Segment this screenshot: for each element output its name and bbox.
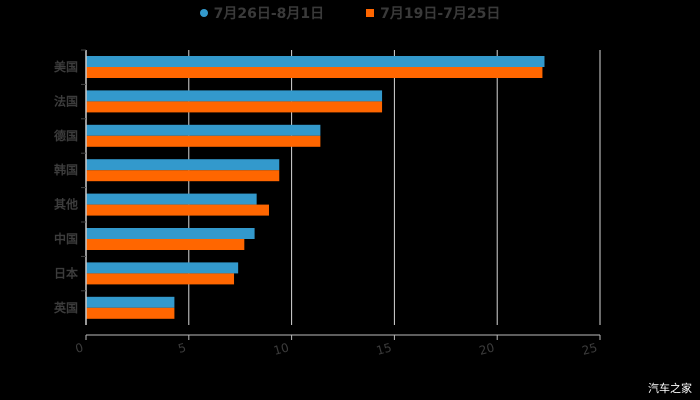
category-label: 日本 <box>54 265 78 280</box>
watermark: 汽车之家 <box>648 382 692 395</box>
bar[interactable] <box>86 124 321 136</box>
bar[interactable] <box>86 159 280 171</box>
tick-label: 20 <box>478 340 496 357</box>
circle-marker-icon <box>199 9 208 17</box>
bar[interactable] <box>86 193 257 205</box>
chart-legend: 7月26日-8月1日 7月19日-7月25日 <box>0 3 700 23</box>
category-label: 美国 <box>54 59 78 74</box>
bar[interactable] <box>86 273 235 285</box>
bar[interactable] <box>86 204 269 216</box>
category-label: 其他 <box>54 197 78 212</box>
bar[interactable] <box>86 296 175 308</box>
category-label: 韩国 <box>54 162 78 177</box>
bar[interactable] <box>86 228 255 239</box>
category-label: 中国 <box>54 231 78 246</box>
tick-label: 5 <box>177 340 188 356</box>
bar[interactable] <box>86 239 245 250</box>
square-marker-icon <box>366 9 375 17</box>
tick-label: 0 <box>74 340 85 356</box>
category-label: 德国 <box>54 128 78 143</box>
legend-item-series-2[interactable]: 7月19日-7月25日 <box>366 3 500 23</box>
bars <box>86 56 545 319</box>
value-axis: 0 5 10 15 20 25 <box>74 334 601 358</box>
bar[interactable] <box>86 307 175 319</box>
tick-label: 10 <box>272 340 290 357</box>
bar[interactable] <box>86 262 239 274</box>
legend-label: 7月26日-8月1日 <box>213 6 325 22</box>
bar[interactable] <box>86 67 543 78</box>
category-label: 法国 <box>54 93 78 108</box>
category-label: 英国 <box>54 300 78 315</box>
bar[interactable] <box>86 101 383 113</box>
bar[interactable] <box>86 135 321 147</box>
bar[interactable] <box>86 170 280 182</box>
bar[interactable] <box>86 90 383 102</box>
bar[interactable] <box>86 56 545 67</box>
tick-label: 15 <box>375 340 393 357</box>
tick-label: 25 <box>580 340 598 357</box>
legend-label: 7月19日-7月25日 <box>380 6 501 22</box>
legend-item-series-1[interactable]: 7月26日-8月1日 <box>199 3 325 23</box>
